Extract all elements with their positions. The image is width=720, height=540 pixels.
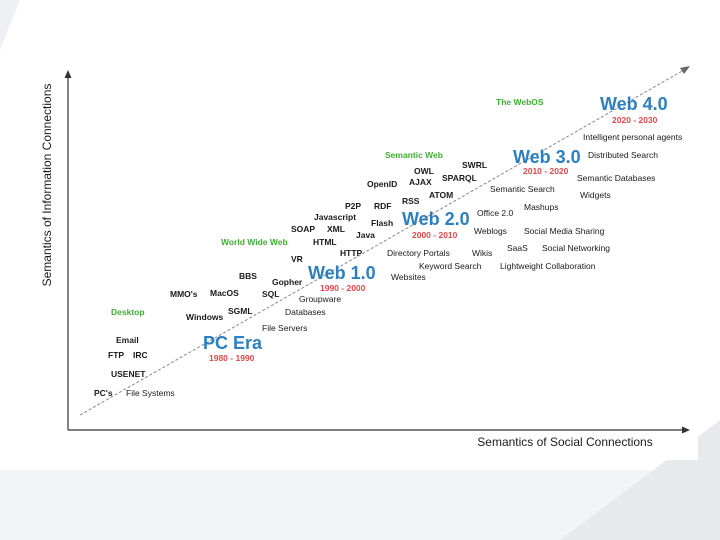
info-term: SWRL: [462, 160, 487, 170]
info-term: SQL: [262, 289, 279, 299]
era-years: 1990 - 2000: [320, 283, 366, 293]
social-term: Websites: [391, 272, 426, 282]
info-term: HTTP: [340, 248, 363, 258]
social-term: SaaS: [507, 243, 528, 253]
info-term: Flash: [371, 218, 393, 228]
social-term: Mashups: [524, 202, 559, 212]
era-years: 2000 - 2010: [412, 230, 458, 240]
social-term: Social Networking: [542, 243, 610, 253]
era-name: Web 1.0: [308, 263, 376, 283]
info-term: USENET: [111, 369, 146, 379]
info-term: Javascript: [314, 212, 356, 222]
info-term: PC's: [94, 388, 113, 398]
era-name: PC Era: [203, 333, 263, 353]
category-label: The WebOS: [496, 97, 544, 107]
info-term: MacOS: [210, 288, 239, 298]
trend-line-dashed: [79, 69, 685, 416]
era-name: Web 3.0: [513, 147, 581, 167]
social-term: Widgets: [580, 190, 611, 200]
info-term: SGML: [228, 306, 253, 316]
era-labels: PC Era 1980 - 1990 Web 1.0 1990 - 2000 W…: [203, 94, 668, 363]
social-term: Databases: [285, 307, 326, 317]
social-term: Intelligent personal agents: [583, 132, 682, 142]
information-terms: PC's USENET FTP IRC Email Windows MMO's …: [94, 160, 487, 398]
social-term: Semantic Search: [490, 184, 555, 194]
era-years: 1980 - 1990: [209, 353, 255, 363]
category-labels: Desktop World Wide Web Semantic Web The …: [111, 97, 544, 317]
background-band-bottom: [0, 470, 720, 540]
info-term: BBS: [239, 271, 257, 281]
era-years: 2010 - 2020: [523, 166, 569, 176]
diagram-panel: [22, 57, 698, 460]
x-axis-arrowhead: [682, 426, 690, 434]
axes: [64, 70, 690, 434]
social-term: Weblogs: [474, 226, 507, 236]
social-term: Wikis: [472, 248, 492, 258]
y-axis-label: Semantics of Information Connections: [40, 84, 54, 287]
info-term: SOAP: [291, 224, 315, 234]
category-label: World Wide Web: [221, 237, 288, 247]
social-term: Keyword Search: [419, 261, 482, 271]
social-term: Office 2.0: [477, 208, 513, 218]
social-term: Semantic Databases: [577, 173, 655, 183]
info-term: OpenID: [367, 179, 397, 189]
info-term: MMO's: [170, 289, 198, 299]
info-term: RDF: [374, 201, 391, 211]
background-corner-top-left: [0, 0, 20, 50]
trend-line-arrowhead: [680, 66, 690, 74]
category-label: Semantic Web: [385, 150, 443, 160]
info-term: IRC: [133, 350, 148, 360]
category-label: Desktop: [111, 307, 145, 317]
social-term: File Servers: [262, 323, 307, 333]
social-term: Groupware: [299, 294, 341, 304]
info-term: OWL: [414, 166, 434, 176]
x-axis-label: Semantics of Social Connections: [477, 435, 652, 449]
info-term: Windows: [186, 312, 223, 322]
info-term: SPARQL: [442, 173, 477, 183]
trend-line: [79, 66, 690, 416]
era-name: Web 4.0: [600, 94, 668, 114]
social-terms: File Systems File Servers Databases Grou…: [126, 132, 682, 398]
y-axis-arrowhead: [64, 70, 72, 78]
era-years: 2020 - 2030: [612, 115, 658, 125]
social-term: Directory Portals: [387, 248, 450, 258]
info-term: Java: [356, 230, 375, 240]
social-term: Lightweight Collaboration: [500, 261, 596, 271]
info-term: ATOM: [429, 190, 453, 200]
social-term: Social Media Sharing: [524, 226, 605, 236]
info-term: Gopher: [272, 277, 303, 287]
info-term: P2P: [345, 201, 361, 211]
social-term: File Systems: [126, 388, 175, 398]
info-term: AJAX: [409, 177, 432, 187]
info-term: Email: [116, 335, 139, 345]
info-term: XML: [327, 224, 345, 234]
era-name: Web 2.0: [402, 209, 470, 229]
info-term: FTP: [108, 350, 124, 360]
social-term: Distributed Search: [588, 150, 658, 160]
info-term: HTML: [313, 237, 337, 247]
info-term: RSS: [402, 196, 420, 206]
info-term: VR: [291, 254, 303, 264]
